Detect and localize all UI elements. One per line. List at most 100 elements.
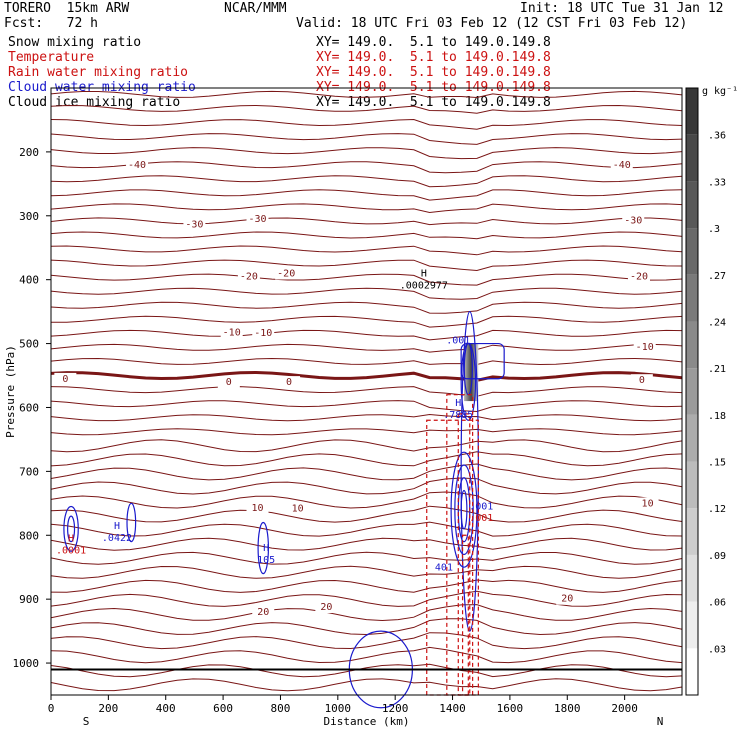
isotherm-contour: [50, 90, 683, 99]
field-temperature-xy: XY= 149.0. 5.1 to 149.0.149.8: [316, 50, 551, 65]
max-marker: H: [68, 534, 74, 545]
isotherm-contour: [50, 370, 683, 382]
contour-value: .001: [469, 502, 493, 513]
isotherm-label: 0: [62, 374, 68, 385]
isotherm-label-bg: [237, 270, 260, 283]
isotherm-label: -20: [240, 272, 258, 283]
x-tick-label: 200: [98, 702, 118, 715]
colorbar-band: [686, 461, 698, 509]
isotherm-contour: [50, 400, 683, 413]
y-tick-label: 800: [19, 529, 39, 542]
isotherm-label-bg: [246, 213, 269, 226]
colorbar-band: [686, 414, 698, 462]
y-tick-label: 300: [19, 210, 39, 223]
isotherm-label: -30: [185, 219, 203, 230]
colorbar-band: [686, 228, 698, 275]
isotherm-label-bg: [220, 326, 243, 339]
y-tick-label: 200: [19, 146, 39, 159]
isotherm-label-bg: [183, 218, 206, 231]
isotherm-contour: [50, 245, 683, 256]
isotherm-contour: [50, 203, 683, 214]
colorbar-frame: [685, 87, 699, 696]
isotherm-contour: [50, 590, 683, 607]
max-value: .0002977: [400, 280, 448, 291]
cloud-water-contour: [126, 502, 137, 543]
isotherm-contour: [50, 147, 683, 160]
x-tick-label: 1800: [554, 702, 581, 715]
colorbar-band: [686, 648, 698, 695]
isotherm-contour: [50, 175, 683, 188]
model-label: TORERO 15km ARW: [4, 1, 130, 16]
x-end-label-north: N: [657, 715, 664, 728]
y-tick-label: 600: [19, 401, 39, 414]
colorbar-tick-label: .03: [708, 644, 726, 655]
isotherm-contour: [50, 678, 683, 692]
y-axis-title: Pressure (hPa): [4, 345, 17, 438]
isotherm-label: 0: [286, 377, 292, 388]
isotherm-label: -10: [254, 328, 272, 339]
colorbar-band: [686, 508, 698, 555]
isotherm-label-bg: [610, 158, 633, 171]
isotherm-label-bg: [126, 158, 149, 171]
max-value: .0422: [102, 533, 132, 544]
isotherm-contour: [50, 477, 683, 495]
isotherm-contour: [50, 118, 683, 130]
isotherm-contour: [50, 217, 683, 226]
isotherm-contour: [50, 537, 683, 551]
isotherm-label: -10: [636, 342, 654, 353]
colorbar-tick-label: .36: [708, 131, 726, 142]
x-tick-label: 1000: [325, 702, 352, 715]
center-label: NCAR/MMM: [224, 1, 287, 16]
field-temperature-name: Temperature: [8, 50, 95, 65]
isotherm-label: 10: [642, 499, 654, 510]
cloud-water-contour: [67, 515, 76, 543]
max-value: .7885: [443, 410, 473, 421]
isotherm-contour: [50, 329, 683, 341]
isotherm-contour: [50, 521, 683, 537]
isotherm-contour: [50, 663, 683, 678]
isotherm-label-bg: [315, 601, 338, 614]
isotherm-label: 20: [320, 602, 332, 613]
isotherm-label-bg: [252, 326, 275, 339]
isotherm-label-bg: [54, 372, 77, 385]
isotherm-label: -10: [223, 327, 241, 338]
isotherm-contour: [50, 357, 683, 366]
isotherm-label: 20: [561, 594, 573, 605]
x-axis-title: Distance (km): [323, 715, 409, 728]
colorbar-tick-label: .15: [708, 458, 726, 469]
isotherm-label-bg: [278, 376, 301, 389]
field-snow-xy: XY= 149.0. 5.1 to 149.0.149.8: [316, 35, 551, 50]
x-tick-label: 1200: [382, 702, 409, 715]
contour-value: 401: [435, 562, 453, 573]
x-tick-label: 1600: [497, 702, 524, 715]
colorbar-unit: g kg⁻¹: [702, 86, 738, 97]
rain-water-contour: [457, 413, 471, 696]
colorbar-tick-label: .33: [708, 177, 726, 188]
x-end-label-south: S: [83, 715, 90, 728]
isotherm-contour: [50, 451, 683, 467]
max-value: 105: [257, 555, 275, 566]
isotherm-contour: [50, 413, 683, 422]
isotherm-contour: [50, 287, 683, 300]
isotherm-label: 20: [257, 607, 269, 618]
isotherm-contour: [50, 428, 683, 436]
isotherm-contour: [50, 189, 683, 201]
y-tick-label: 900: [19, 593, 39, 606]
colorbar-tick-label: .09: [708, 551, 726, 562]
isotherm-contour: [50, 273, 683, 286]
colorbar-tick-label: .24: [708, 317, 726, 328]
forecast-hour: Fcst: 72 h: [4, 16, 98, 31]
isotherm-label: 10: [292, 504, 304, 515]
cloud-water-contour: [460, 311, 479, 632]
isotherm-label: -20: [277, 268, 295, 279]
contour-value: .001: [446, 336, 470, 347]
isotherm-contour: [50, 161, 683, 174]
field-rain-xy: XY= 149.0. 5.1 to 149.0.149.8: [316, 65, 551, 80]
y-tick-label: 500: [19, 338, 39, 351]
isotherm-contour: [50, 463, 683, 481]
isotherm-label: -20: [630, 272, 648, 283]
colorbar-tick-label: .12: [708, 504, 726, 515]
y-tick-label: 700: [19, 465, 39, 478]
isotherm-contour: [50, 491, 683, 509]
isotherm-label-bg: [622, 214, 645, 227]
